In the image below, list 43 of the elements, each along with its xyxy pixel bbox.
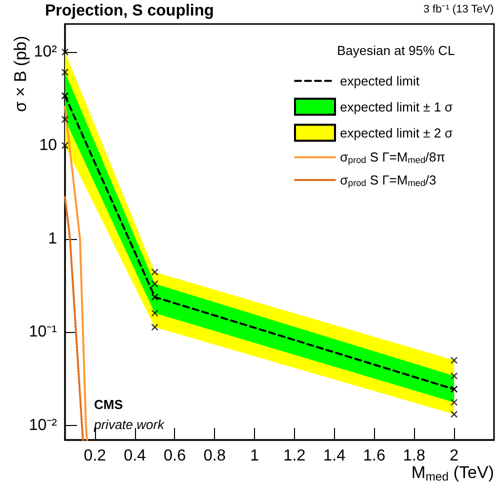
x-tick-label: 1.6	[363, 448, 386, 464]
x-tick-label: 1.2	[283, 448, 306, 464]
point	[151, 293, 158, 301]
x-tick-label: 1.8	[403, 448, 426, 464]
legend-label: expected limit	[340, 73, 420, 88]
point	[450, 356, 458, 364]
point	[450, 386, 458, 393]
x-tick-label: 1.4	[323, 448, 346, 464]
point	[450, 398, 458, 406]
y-axis-title: σ × B (pb)	[11, 36, 30, 112]
legend-label: expected limit ± 2 σ	[340, 125, 453, 140]
x-tick-label: 2	[450, 448, 459, 464]
point	[61, 92, 69, 100]
x-tick-label: 0.4	[124, 448, 146, 464]
y-tick-label: 10⁻²	[28, 417, 58, 434]
legend-title: Bayesian at 95% CL	[337, 43, 455, 58]
chart-title: Projection, S coupling	[45, 2, 214, 20]
chart-subtitle: 3 fb⁻¹ (13 TeV)	[423, 4, 494, 16]
x-tick-label: 0.8	[204, 448, 226, 464]
point	[61, 142, 69, 150]
line-series	[64, 196, 84, 441]
point	[61, 48, 69, 56]
annotation: private work	[93, 417, 166, 432]
y-tick-label: 1	[48, 230, 58, 248]
annotation: CMS	[94, 397, 124, 412]
legend-label: σprod S Γ=Mmed/8π	[340, 150, 446, 166]
x-tick-label: 1	[250, 448, 260, 464]
legend-label: expected limit ± 1 σ	[340, 99, 453, 114]
point	[61, 68, 69, 76]
point	[151, 310, 158, 317]
point	[450, 410, 458, 418]
x-tick-label: 0.2	[84, 448, 106, 464]
point	[151, 268, 158, 276]
point	[61, 116, 69, 124]
y-tick-label: 10²	[34, 44, 58, 61]
line-series	[64, 106, 88, 441]
point	[450, 372, 458, 380]
y-tick-label: 10⁻¹	[28, 324, 57, 341]
x-tick-label: 0.6	[164, 448, 186, 464]
point	[151, 324, 158, 331]
point	[151, 280, 158, 288]
legend-label: σprod S Γ=Mmed/3	[340, 172, 436, 188]
y-tick-label: 10	[39, 136, 58, 154]
